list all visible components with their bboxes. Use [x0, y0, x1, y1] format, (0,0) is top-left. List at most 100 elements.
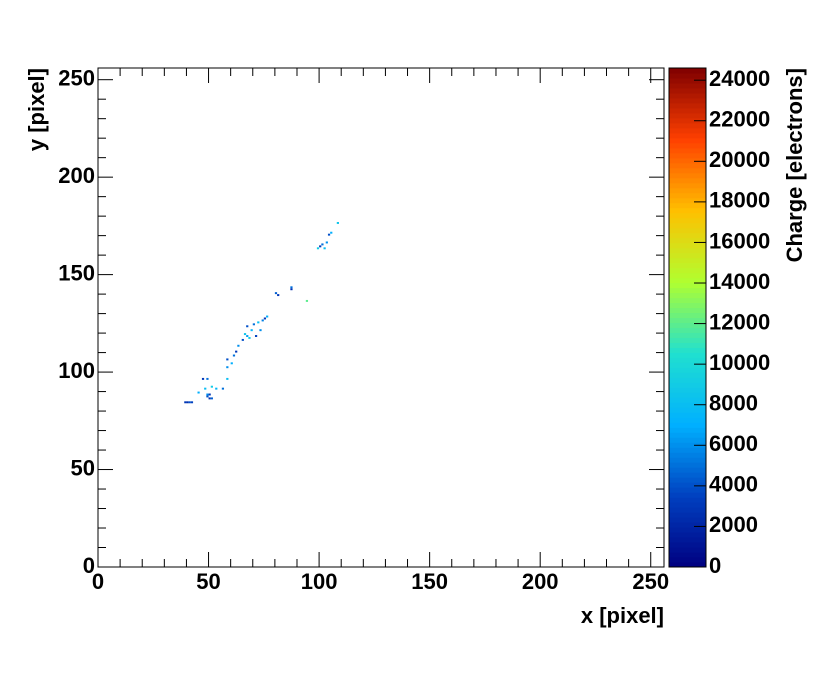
- colorbar-band: [669, 457, 706, 463]
- colorbar-band: [669, 212, 706, 219]
- colorbar-frame: [668, 67, 707, 568]
- colorbar-band: [669, 412, 706, 418]
- colorbar-band: [669, 477, 706, 483]
- x-tick-label: 200: [522, 569, 559, 594]
- heatmap-cell: [226, 377, 229, 380]
- heatmap-cell: [243, 333, 247, 336]
- heatmap-cell: [235, 350, 238, 353]
- heatmap-cell: [206, 393, 209, 396]
- heatmap-cell: [201, 377, 205, 380]
- colorbar-band: [669, 92, 706, 99]
- heatmap-cell: [204, 387, 207, 390]
- y-tick-label: 150: [58, 260, 95, 285]
- colorbar-band: [669, 202, 706, 209]
- colorbar-band: [669, 437, 706, 443]
- heatmap-cell: [325, 241, 328, 244]
- colorbar-band: [669, 277, 706, 284]
- colorbar-band: [669, 432, 706, 438]
- z-tick-label: 20000: [709, 147, 770, 172]
- colorbar-band: [669, 127, 706, 134]
- colorbar-band: [669, 537, 706, 543]
- colorbar-band: [669, 102, 706, 109]
- colorbar-band: [669, 112, 706, 119]
- heatmap-cell: [290, 286, 293, 289]
- heatmap-cell: [232, 354, 236, 357]
- colorbar-band: [669, 307, 706, 314]
- x-tick-label: 250: [632, 569, 669, 594]
- colorbar-band: [669, 357, 706, 363]
- colorbar-band: [669, 552, 706, 558]
- heatmap-cell: [221, 387, 225, 390]
- z-tick-label: 2000: [709, 512, 758, 537]
- colorbar-band: [669, 447, 706, 453]
- heatmap-cell: [261, 319, 264, 322]
- colorbar-band: [669, 392, 706, 398]
- z-tick-label: 22000: [709, 107, 770, 132]
- colorbar-band: [669, 132, 706, 139]
- colorbar-band: [669, 517, 706, 523]
- heatmap-cell: [323, 247, 326, 250]
- heatmap-cell: [210, 397, 213, 400]
- colorbar-band: [669, 237, 706, 244]
- heatmap-cell: [327, 233, 331, 236]
- y-tick-label: 100: [58, 358, 95, 383]
- colorbar-band: [669, 527, 706, 533]
- heatmap-cell: [186, 401, 189, 404]
- colorbar-band: [669, 267, 706, 274]
- heatmap-cell: [188, 401, 191, 404]
- colorbar-band: [669, 547, 706, 553]
- heatmap-cell: [257, 321, 260, 324]
- heatmap-cell: [316, 247, 320, 250]
- heatmap-cell: [226, 358, 229, 361]
- colorbar-band: [669, 452, 706, 458]
- heatmap-cell: [254, 335, 258, 337]
- colorbar-band: [669, 82, 706, 89]
- colorbar-band: [669, 417, 706, 423]
- colorbar-band: [669, 262, 706, 269]
- colorbar-band: [669, 77, 706, 84]
- colorbar-band: [669, 177, 706, 184]
- z-tick-label: 18000: [709, 188, 770, 213]
- colorbar-band: [669, 542, 706, 548]
- heatmap-cell: [226, 366, 229, 369]
- colorbar-band: [669, 312, 706, 318]
- plot-frame: [97, 67, 665, 568]
- colorbar-band: [669, 282, 706, 289]
- colorbar-band: [669, 187, 706, 194]
- heatmap-cell: [248, 336, 251, 339]
- colorbar-band: [669, 327, 706, 333]
- x-tick-label: 150: [411, 569, 448, 594]
- colorbar-band: [669, 247, 706, 254]
- colorbar-band: [669, 362, 706, 368]
- colorbar-band: [669, 232, 706, 239]
- colorbar-band: [669, 502, 706, 508]
- colorbar-band: [669, 142, 706, 149]
- colorbar-band: [669, 117, 706, 124]
- colorbar-band: [669, 532, 706, 538]
- heatmap-cell: [230, 362, 233, 365]
- colorbar-band: [669, 87, 706, 94]
- colorbar-band: [669, 442, 706, 448]
- colorbar-band: [669, 297, 706, 304]
- heatmap-cell: [252, 323, 255, 326]
- heatmap-cell: [206, 395, 209, 398]
- colorbar-band: [669, 467, 706, 473]
- heatmap-cell: [277, 294, 280, 297]
- colorbar-band: [669, 72, 706, 79]
- colorbar-band: [669, 472, 706, 478]
- colorbar-band: [669, 562, 706, 568]
- colorbar-band: [669, 512, 706, 518]
- colorbar-band: [669, 462, 706, 468]
- colorbar-band: [669, 337, 706, 343]
- heatmap-cell: [208, 397, 211, 400]
- colorbar-band: [669, 352, 706, 358]
- heatmap-cell: [266, 315, 269, 318]
- colorbar-band: [669, 387, 706, 393]
- heatmap-cell: [197, 391, 200, 394]
- colorbar-band: [669, 182, 706, 189]
- colorbar-band: [669, 372, 706, 378]
- heatmap-cell: [263, 317, 267, 320]
- x-tick-label: 0: [92, 569, 104, 594]
- colorbar-band: [669, 422, 706, 428]
- colorbar-band: [669, 272, 706, 279]
